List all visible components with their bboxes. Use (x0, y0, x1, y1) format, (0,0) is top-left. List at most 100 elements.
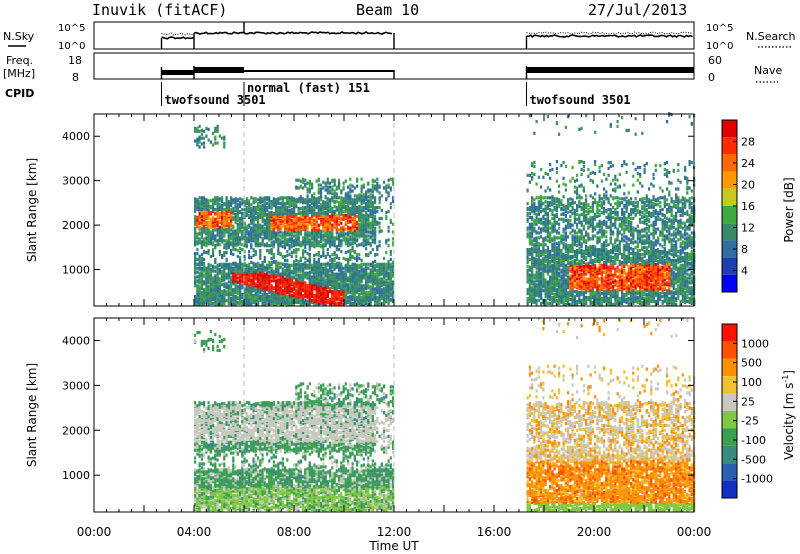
heatmap-cell (257, 294, 260, 298)
heatmap-cell (243, 278, 246, 282)
heatmap-cell (528, 248, 531, 252)
heatmap-cell (257, 270, 260, 274)
heatmap-cell (250, 255, 253, 260)
heatmap-cell (338, 196, 341, 200)
heatmap-cell (304, 285, 307, 289)
heatmap-cell (198, 217, 201, 221)
heatmap-cell (250, 239, 253, 243)
heatmap-cell (209, 199, 212, 203)
heatmap-cell (288, 237, 291, 241)
heatmap-cell (369, 262, 372, 266)
heatmap-cell (533, 222, 536, 226)
heatmap-cell (311, 201, 314, 205)
heatmap-cell (304, 283, 307, 287)
heatmap-cell (261, 260, 264, 264)
heatmap-cell (533, 256, 536, 260)
heatmap-cell (367, 181, 370, 185)
heatmap-cell (227, 221, 230, 225)
heatmap-cell (268, 210, 271, 215)
heatmap-cell (250, 228, 253, 232)
heatmap-cell (295, 297, 298, 302)
heatmap-cell (528, 240, 531, 244)
heatmap-cell (322, 266, 325, 270)
heatmap-cell (284, 277, 287, 281)
heatmap-cell (304, 198, 307, 202)
heatmap-cell (203, 280, 206, 284)
heatmap-cell (376, 177, 379, 181)
heatmap-cell (221, 231, 224, 235)
heatmap-cell (200, 205, 203, 209)
heatmap-cell (245, 200, 248, 204)
heatmap-cell (277, 273, 280, 277)
heatmap-cell (196, 240, 199, 244)
heatmap-cell (259, 271, 262, 275)
heatmap-cell (385, 271, 388, 275)
heatmap-cell (270, 231, 273, 235)
heatmap-cell (288, 199, 291, 203)
heatmap-cell (313, 203, 316, 207)
heatmap-cell (286, 208, 289, 213)
heatmap-cell (344, 220, 347, 224)
heatmap-cell (236, 231, 239, 235)
heatmap-cell (362, 227, 365, 231)
heatmap-cell (227, 294, 230, 298)
heatmap-cell (302, 179, 305, 183)
heatmap-cell (286, 288, 289, 292)
heatmap-cell (299, 289, 302, 293)
heatmap-cell (295, 205, 298, 209)
heatmap-cell (203, 282, 206, 286)
heatmap-cell (302, 206, 305, 210)
heatmap-cell (378, 201, 381, 205)
heatmap-cell (376, 245, 379, 249)
heatmap-cell (196, 137, 199, 141)
heatmap-cell (528, 237, 531, 241)
heatmap-cell (340, 262, 343, 266)
heatmap-cell (317, 187, 320, 191)
heatmap-cell (365, 291, 368, 295)
heatmap-cell (290, 227, 293, 231)
heatmap-cell (389, 285, 392, 289)
heatmap-cell (358, 226, 361, 230)
heatmap-cell (320, 233, 323, 237)
heatmap-cell (209, 300, 212, 304)
heatmap-cell (263, 226, 266, 230)
heatmap-cell (324, 195, 327, 199)
heatmap-cell (313, 294, 316, 298)
heatmap-cell (241, 208, 244, 212)
heatmap-cell (347, 286, 350, 290)
heatmap-cell (279, 218, 282, 222)
heatmap-cell (385, 298, 388, 303)
heatmap-cell (281, 267, 284, 271)
heatmap-cell (200, 214, 203, 218)
heatmap-cell (239, 201, 242, 205)
heatmap-cell (533, 205, 536, 209)
heatmap-cell (281, 235, 284, 239)
heatmap-cell (227, 209, 230, 214)
heatmap-cell (268, 270, 271, 274)
heatmap-cell (308, 284, 311, 288)
heatmap-cell (270, 279, 273, 283)
heatmap-cell (248, 298, 251, 303)
heatmap-cell (263, 243, 266, 247)
heatmap-cell (218, 252, 221, 257)
heatmap-cell (329, 214, 332, 218)
heatmap-cell (335, 245, 338, 249)
heatmap-cell (385, 214, 388, 218)
heatmap-cell (250, 286, 253, 290)
heatmap-cell (236, 209, 239, 214)
heatmap-cell (212, 232, 215, 236)
heatmap-cell (221, 253, 224, 258)
heatmap-cell (333, 200, 336, 204)
heatmap-cell (383, 186, 386, 190)
heatmap-cell (385, 197, 388, 201)
heatmap-cell (250, 302, 253, 306)
heatmap-cell (275, 205, 278, 209)
heatmap-cell (279, 224, 282, 228)
heatmap-cell (374, 226, 377, 230)
heatmap-cell (241, 262, 244, 266)
heatmap-cell (194, 220, 197, 224)
heatmap-cell (261, 285, 264, 289)
heatmap-cell (266, 263, 269, 267)
heatmap-cell (324, 201, 327, 205)
heatmap-cell (239, 295, 242, 299)
